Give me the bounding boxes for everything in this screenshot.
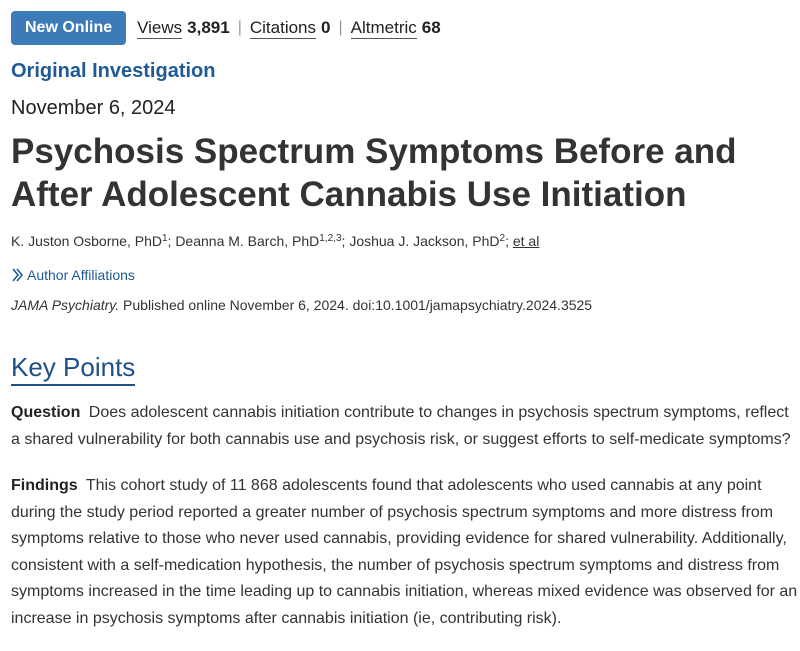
publication-date: November 6, 2024 [11,97,176,119]
citations-label[interactable]: Citations [249,17,317,39]
altmetric-label[interactable]: Altmetric [350,17,417,39]
author-name[interactable]: Deanna M. Barch, PhD [175,233,320,249]
citation-line: JAMA Psychiatry. Published online Novemb… [11,297,592,313]
citations-value: 0 [321,18,331,37]
author-separator: ; [505,233,513,249]
author-affiliations-label[interactable]: Author Affiliations [27,267,135,283]
author-name[interactable]: K. Juston Osborne, PhD [11,233,162,249]
author-affiliation-sup: 2 [499,233,506,244]
author-affiliations-toggle[interactable]: Author Affiliations [11,267,135,283]
author-affiliation-sup: 1,2,3 [319,233,342,244]
altmetric-value: 68 [421,18,441,37]
separator: | [237,19,242,36]
journal-name: JAMA Psychiatry. [11,297,120,313]
author-name[interactable]: Joshua J. Jackson, PhD [349,233,500,249]
article-type[interactable]: Original Investigation [11,60,216,82]
author-list: K. Juston Osborne, PhD1; Deanna M. Barch… [11,233,539,249]
key-points-findings: Findings This cohort study of 11 868 ado… [11,473,800,632]
key-points-heading: Key Points [11,352,136,386]
findings-label: Findings [11,477,78,494]
article-title: Psychosis Spectrum Symptoms Before and A… [11,132,737,214]
citation-details: Published online November 6, 2024. doi:1… [119,297,593,313]
views-label[interactable]: Views [137,17,183,39]
author-separator: ; [341,233,350,249]
metrics-bar: New Online Views 3,891 | Citations 0 | A… [11,11,441,45]
author-affiliation-sup: 1 [161,233,168,244]
findings-text: This cohort study of 11 868 adolescents … [11,477,798,627]
question-label: Question [11,404,81,421]
views-value: 3,891 [187,18,230,37]
views-metric[interactable]: Views 3,891 [137,18,230,39]
question-text: Does adolescent cannabis initiation cont… [11,404,791,448]
chevron-right-icon [12,268,23,282]
citations-metric[interactable]: Citations 0 [249,17,331,39]
separator: | [338,19,343,36]
new-online-badge[interactable]: New Online [11,11,127,45]
altmetric-metric[interactable]: Altmetric 68 [350,17,441,39]
author-separator: ; [167,233,176,249]
et-al-link[interactable]: et al [512,233,540,249]
key-points-question: Question Does adolescent cannabis initia… [11,400,800,453]
